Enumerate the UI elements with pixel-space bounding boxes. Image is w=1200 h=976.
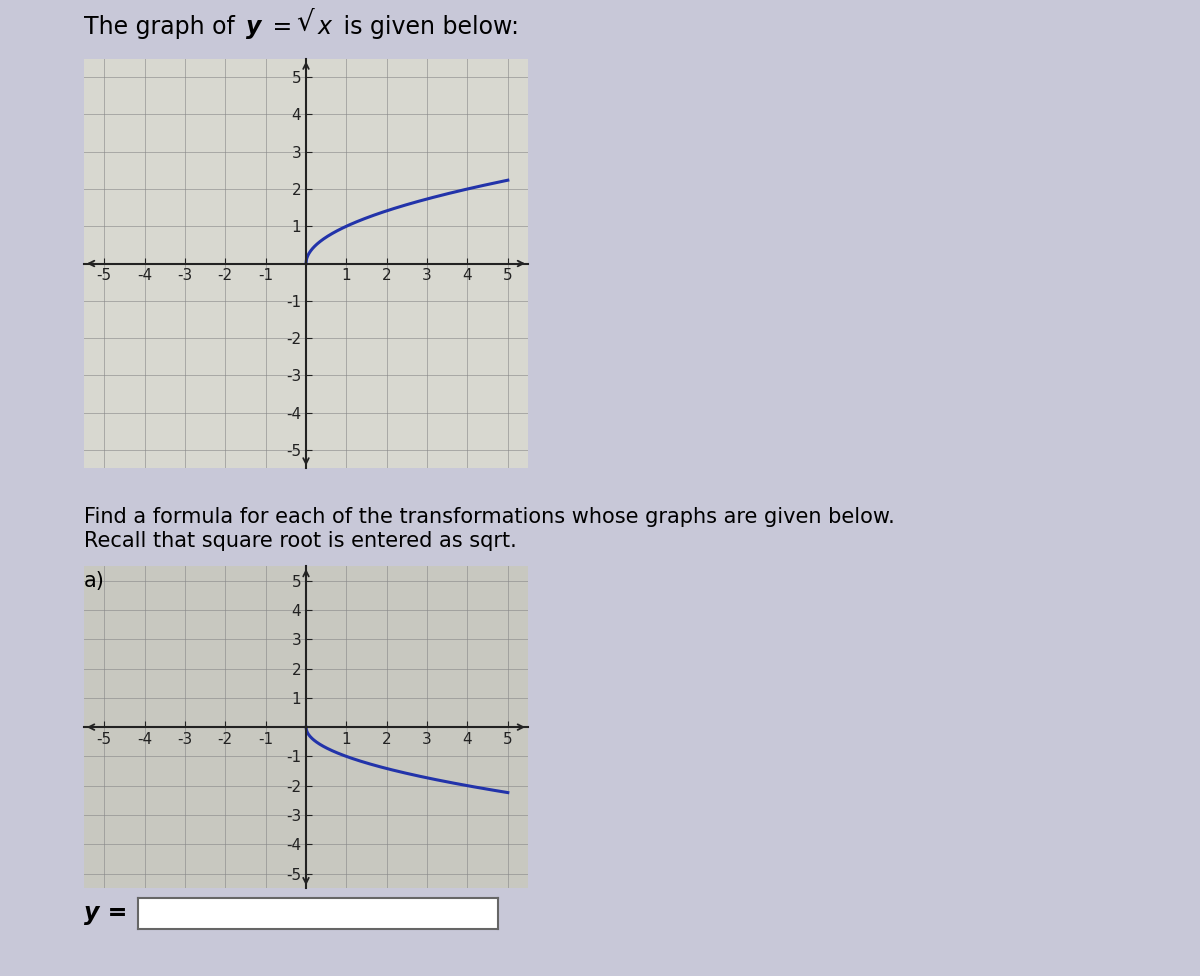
Text: √: √ — [296, 9, 314, 37]
Text: Recall that square root is entered as sqrt.: Recall that square root is entered as sq… — [84, 532, 517, 551]
Text: =: = — [265, 15, 300, 39]
Text: x: x — [318, 15, 332, 39]
Text: a): a) — [84, 571, 104, 590]
Text: is given below:: is given below: — [336, 15, 520, 39]
Text: y =: y = — [84, 901, 127, 924]
Text: The graph of: The graph of — [84, 15, 242, 39]
Text: Find a formula for each of the transformations whose graphs are given below.: Find a formula for each of the transform… — [84, 508, 895, 527]
Text: y: y — [246, 15, 262, 39]
